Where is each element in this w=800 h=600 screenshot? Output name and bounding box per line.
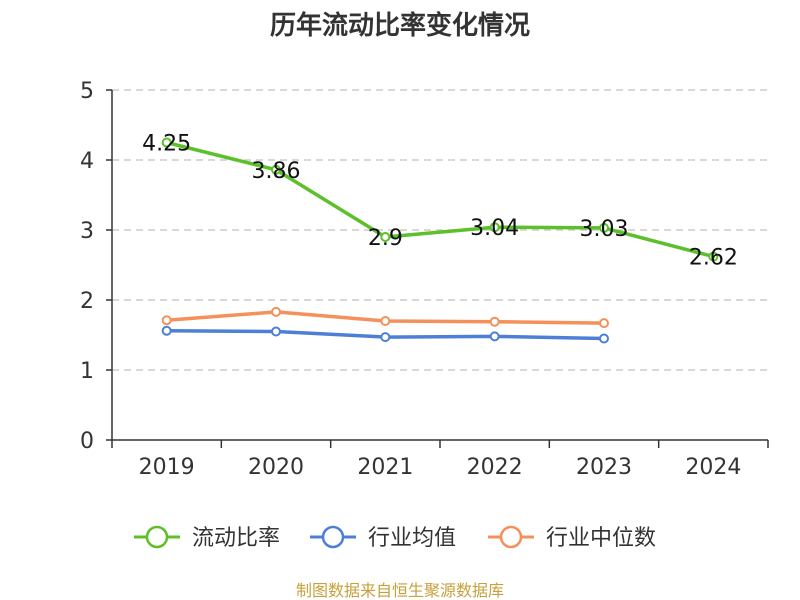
y-tick-label: 0 [80,429,94,454]
x-tick-label: 2022 [467,455,523,480]
legend-label: 流动比率 [192,526,280,551]
data-labels: 4.25 3.86 2.9 3.04 3.03 2.62 [142,132,738,271]
x-tick-label: 2024 [685,455,741,480]
chart-title: 历年流动比率变化情况 [270,10,530,41]
grid [112,89,768,371]
legend-item-2[interactable]: 行业中位数 [488,525,656,551]
axes: 0 1 2 3 4 5 2019 2020 2021 2022 2023 2024 [80,79,769,480]
data-point [599,318,609,329]
y-tick-label: 3 [80,219,94,244]
series-layer [161,137,719,344]
data-point [489,331,500,342]
x-tick-label: 2021 [357,455,413,480]
data-label: 2.62 [689,246,738,271]
data-label: 2.9 [368,226,403,251]
source-note: 制图数据来自恒生聚源数据库 [296,581,504,600]
y-tick-label: 1 [80,359,94,384]
data-point [489,222,500,233]
data-point [380,232,391,242]
legend-item-1[interactable]: 行业均值 [310,525,456,551]
data-point [161,315,172,326]
legend-label: 行业中位数 [546,526,656,551]
data-point [599,333,609,344]
data-point [489,316,500,327]
data-point [161,325,172,336]
legend-marker [499,525,523,549]
legend-marker [145,525,169,549]
legend-label: 行业均值 [368,526,456,551]
legend-item-0[interactable]: 流动比率 [134,525,280,551]
data-point [599,222,609,233]
data-point [271,326,281,337]
series-line-0 [166,140,714,259]
data-label: 4.25 [142,132,191,157]
data-point [380,316,391,326]
data-point [708,251,719,262]
data-point [271,164,281,175]
y-tick-label: 5 [80,79,94,104]
data-point [161,137,172,148]
data-point [271,306,281,317]
data-label: 3.04 [470,216,519,241]
data-label: 3.86 [252,159,301,184]
data-label: 3.03 [580,217,629,242]
legend[interactable]: 流动比率 行业均值 行业中位数 [134,525,656,551]
legend-marker [321,525,345,549]
y-tick-label: 4 [80,149,94,174]
y-tick-label: 2 [80,289,94,314]
x-tick-label: 2020 [248,455,304,480]
x-tick-label: 2023 [576,455,632,480]
x-tick-label: 2019 [139,455,195,480]
data-point [380,332,391,343]
